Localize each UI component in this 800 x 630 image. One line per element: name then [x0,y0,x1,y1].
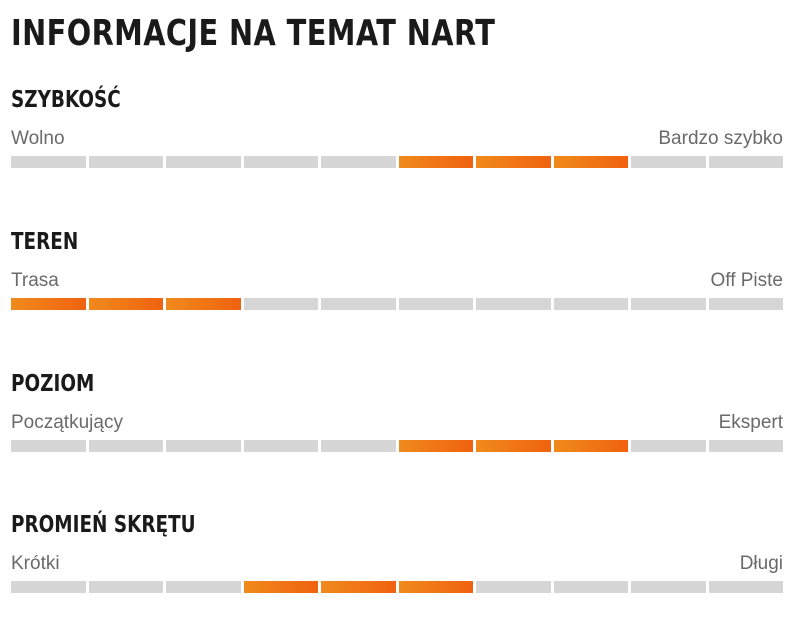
scale-segment-empty [166,581,241,593]
section-level: POZIOM Początkujący Ekspert [11,369,783,489]
scale-segment-filled [476,440,551,452]
scale-segment-filled [553,440,628,452]
scale-segment-empty [398,298,473,310]
scale-segment-empty [243,156,318,168]
scale-segment-empty [476,298,551,310]
scale-segment-empty [553,581,628,593]
scale-min-label: Trasa [11,270,59,291]
scale-segment-empty [553,298,628,310]
scale-segment-empty [631,156,706,168]
scale-segment-empty [243,440,318,452]
scale-segment-empty [321,298,396,310]
section-title: TEREN [11,229,79,255]
scale-segment-empty [88,440,163,452]
scale-segment-empty [88,581,163,593]
scale-segment-empty [708,156,783,168]
scale-segment-empty [631,581,706,593]
scale-segment-filled [398,581,473,593]
section-title: SZYBKOŚĆ [11,87,121,113]
scale-segment-filled [166,298,241,310]
section-title: POZIOM [11,371,95,397]
scale-min-label: Początkujący [11,412,123,433]
scale-segment-empty [321,156,396,168]
scale-segment-empty [11,156,86,168]
scale-segment-filled [553,156,628,168]
scale-segment-empty [631,298,706,310]
scale-segment-empty [166,156,241,168]
scale-min-label: Wolno [11,128,65,149]
scale-segment-empty [708,298,783,310]
rating-scale [11,440,783,452]
scale-segment-filled [398,440,473,452]
scale-max-label: Ekspert [718,412,783,433]
page-title: INFORMACJE NA TEMAT NART [11,13,496,54]
scale-segment-empty [88,156,163,168]
scale-max-label: Bardzo szybko [658,128,783,149]
scale-segment-filled [321,581,396,593]
scale-segment-empty [708,440,783,452]
scale-segment-empty [166,440,241,452]
section-title: PROMIEŃ SKRĘTU [11,512,196,538]
scale-segment-empty [321,440,396,452]
scale-max-label: Off Piste [710,270,783,291]
rating-scale [11,156,783,168]
scale-segment-filled [11,298,86,310]
rating-scale [11,581,783,593]
section-terrain: TEREN Trasa Off Piste [11,227,783,347]
scale-min-label: Krótki [11,553,60,574]
scale-segment-empty [631,440,706,452]
scale-segment-empty [11,581,86,593]
scale-segment-empty [476,581,551,593]
scale-segment-empty [11,440,86,452]
scale-segment-filled [398,156,473,168]
scale-segment-empty [708,581,783,593]
section-turn-radius: PROMIEŃ SKRĘTU Krótki Długi [11,510,783,630]
scale-segment-filled [476,156,551,168]
scale-segment-filled [88,298,163,310]
rating-scale [11,298,783,310]
scale-segment-filled [243,581,318,593]
section-speed: SZYBKOŚĆ Wolno Bardzo szybko [11,85,783,205]
scale-max-label: Długi [739,553,783,574]
scale-segment-empty [243,298,318,310]
